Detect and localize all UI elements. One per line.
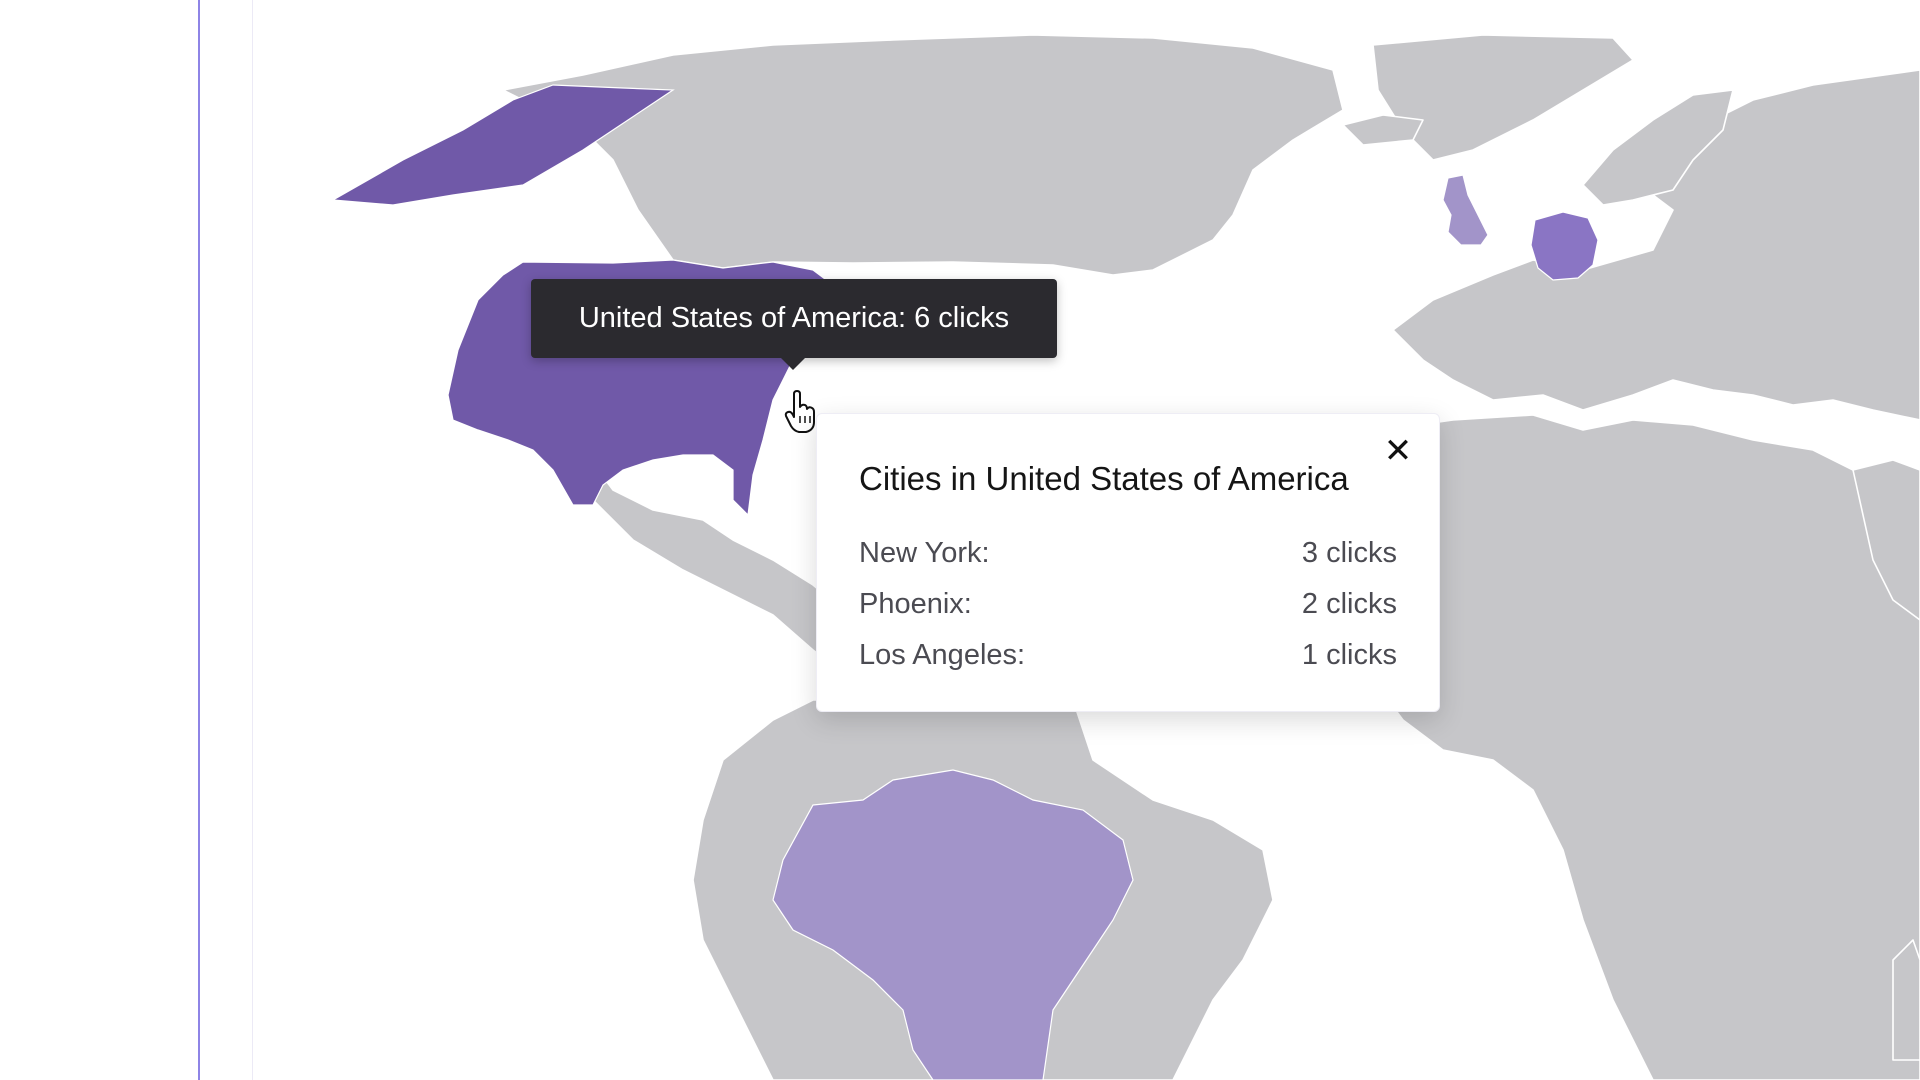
tooltip-arrow: [781, 358, 805, 370]
panel-divider: [252, 0, 253, 1080]
country-usa-alaska[interactable]: [331, 84, 675, 206]
left-rail-border: [198, 0, 200, 1080]
country-europe[interactable]: [1392, 69, 1920, 421]
country-brazil[interactable]: [772, 769, 1134, 1080]
country-tooltip: United States of America: 6 clicks: [531, 279, 1057, 358]
list-item: New York: 3 clicks: [859, 528, 1397, 579]
city-clicks: 3 clicks: [1301, 537, 1397, 569]
city-name: Los Angeles:: [859, 639, 1026, 671]
left-rail: [0, 0, 200, 1080]
city-clicks: 2 clicks: [1301, 588, 1397, 620]
city-breakdown-popup: ✕ Cities in United States of America New…: [816, 413, 1440, 712]
city-name: New York:: [859, 537, 990, 569]
list-item: Los Angeles: 1 clicks: [859, 630, 1397, 681]
country-madagascar[interactable]: [1892, 939, 1920, 1061]
city-list: New York: 3 clicks Phoenix: 2 clicks Los…: [859, 528, 1397, 681]
hand-pointer-icon: [784, 390, 815, 433]
city-name: Phoenix:: [859, 588, 972, 620]
country-united-kingdom[interactable]: [1442, 174, 1489, 246]
city-clicks: 1 clicks: [1301, 639, 1397, 671]
country-scandinavia[interactable]: [1582, 89, 1734, 206]
list-item: Phoenix: 2 clicks: [859, 579, 1397, 630]
country-canada[interactable]: [502, 34, 1344, 276]
popup-title: Cities in United States of America: [859, 460, 1349, 497]
world-map[interactable]: [253, 0, 1920, 1080]
country-greenland[interactable]: [1372, 34, 1634, 161]
world-map-svg[interactable]: [253, 0, 1920, 1080]
country-iceland[interactable]: [1342, 114, 1424, 146]
country-germany[interactable]: [1530, 211, 1599, 281]
close-icon[interactable]: ✕: [1383, 432, 1413, 470]
country-arabia[interactable]: [1852, 459, 1920, 621]
